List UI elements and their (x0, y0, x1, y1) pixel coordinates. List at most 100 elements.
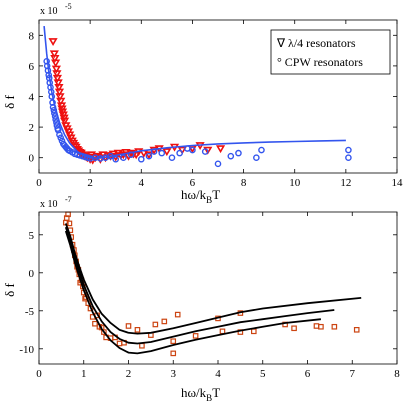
x-tick-label: 4 (139, 177, 145, 189)
data-point (331, 323, 338, 330)
data-point (59, 117, 70, 126)
data-point (125, 323, 132, 329)
x-tick-label: 8 (394, 368, 400, 380)
x-tick-label: 3 (171, 368, 177, 380)
top-legend: ∇ λ/4 resonators ° CPW resonators (270, 29, 391, 75)
y-tick-label: 0 (29, 268, 35, 280)
top-y-multiplier-exponent: -5 (65, 2, 72, 11)
data-point (318, 323, 324, 330)
data-point (253, 154, 260, 161)
data-point (203, 146, 213, 155)
y-tick-label: -10 (19, 344, 34, 356)
top-plot-area (43, 26, 352, 168)
data-point (345, 154, 352, 161)
legend-entry-quarter-wave: ∇ λ/4 resonators (276, 36, 356, 50)
bottom-y-axis-label: δ f (2, 282, 17, 296)
series-line (64, 230, 321, 355)
data-point (120, 154, 127, 161)
data-point (219, 328, 226, 335)
data-point (215, 145, 226, 154)
series-line (64, 223, 362, 335)
data-point (56, 97, 66, 106)
y-tick-label: 8 (29, 30, 35, 42)
bottom-y-multiplier-exponent: -7 (65, 195, 72, 204)
x-tick-label: 2 (126, 368, 132, 380)
x-tick-label: 6 (190, 177, 196, 189)
x-tick-label: 6 (305, 368, 311, 380)
y-tick-label: 6 (29, 61, 35, 73)
x-tick-label: 12 (340, 177, 351, 189)
data-point (48, 38, 58, 47)
data-point (50, 54, 60, 63)
bottom-plot-area (63, 211, 362, 357)
x-tick-label: 0 (36, 177, 42, 189)
top-panel: 0 2 4 6 8 10 12 14 0 2 4 6 8 x 10 -5 δ f hω/kBT ∇ λ/… (2, 2, 403, 205)
bottom-x-label-end: T (212, 385, 220, 400)
x-tick-label: 1 (81, 368, 87, 380)
top-x-axis-label: hω/kBT (181, 187, 220, 205)
x-tick-label: 0 (36, 368, 42, 380)
y-tick-label: -5 (25, 306, 35, 318)
data-point (227, 152, 235, 160)
series-measured (63, 211, 360, 357)
y-tick-label: 4 (29, 92, 35, 104)
x-tick-label: 7 (350, 368, 356, 380)
data-point (54, 88, 65, 97)
top-x-label-sub: B (206, 195, 212, 205)
data-point (152, 321, 159, 328)
data-point (235, 149, 242, 157)
data-point (53, 79, 63, 88)
top-tick-group: 0 2 4 6 8 10 12 14 0 2 4 6 8 (29, 20, 404, 189)
data-point (313, 323, 320, 329)
data-point (145, 152, 153, 160)
data-point (49, 50, 59, 59)
bottom-axes-frame (38, 211, 398, 365)
data-point (51, 65, 61, 74)
bottom-panel: 0 1 2 3 4 5 6 7 850-5-10 x 10 -7 δ f hω/kBT (2, 195, 400, 403)
series-line (43, 26, 346, 160)
x-tick-label: 2 (87, 177, 93, 189)
data-point (95, 155, 105, 164)
data-point (291, 325, 297, 332)
data-point (57, 134, 65, 142)
series-model-3 (64, 230, 321, 355)
series-line (64, 226, 335, 345)
y-tick-label: 0 (29, 153, 35, 165)
data-point (112, 155, 120, 163)
data-point (116, 340, 123, 347)
bottom-tick-group: 0 1 2 3 4 5 6 7 8 5 0 -5 -10 (19, 212, 400, 380)
data-point (66, 220, 73, 227)
data-point (51, 59, 61, 68)
data-point (176, 149, 183, 157)
y-tick-label: 5 (29, 230, 35, 242)
data-point (189, 146, 196, 154)
top-y-axis-label: δ f (2, 94, 17, 108)
data-point (54, 84, 64, 92)
data-point (345, 146, 352, 154)
data-point (214, 160, 222, 168)
data-point (192, 333, 199, 339)
data-point (170, 338, 177, 345)
data-point (161, 318, 168, 325)
data-point (55, 93, 65, 102)
data-point (158, 149, 166, 157)
data-point (201, 148, 209, 155)
x-tick-label: 4 (215, 368, 221, 380)
x-tick-label: 14 (392, 177, 404, 189)
data-point (92, 320, 98, 327)
data-point (174, 311, 181, 318)
series-model-2 (64, 226, 335, 345)
data-point (137, 155, 145, 163)
x-tick-label: 5 (260, 368, 266, 380)
legend-entry-cpw: ° CPW resonators (277, 55, 363, 69)
x-tick-label: 8 (241, 177, 247, 189)
top-y-multiplier: x 10 (40, 6, 58, 17)
series-cpw-resonators (43, 58, 352, 168)
data-point (52, 74, 63, 83)
bottom-x-axis-label: hω/kBT (181, 385, 220, 403)
data-point (101, 329, 107, 335)
bottom-y-multiplier: x 10 (40, 199, 58, 210)
bottom-x-label-main: hω/k (181, 385, 207, 400)
data-point (52, 70, 62, 79)
